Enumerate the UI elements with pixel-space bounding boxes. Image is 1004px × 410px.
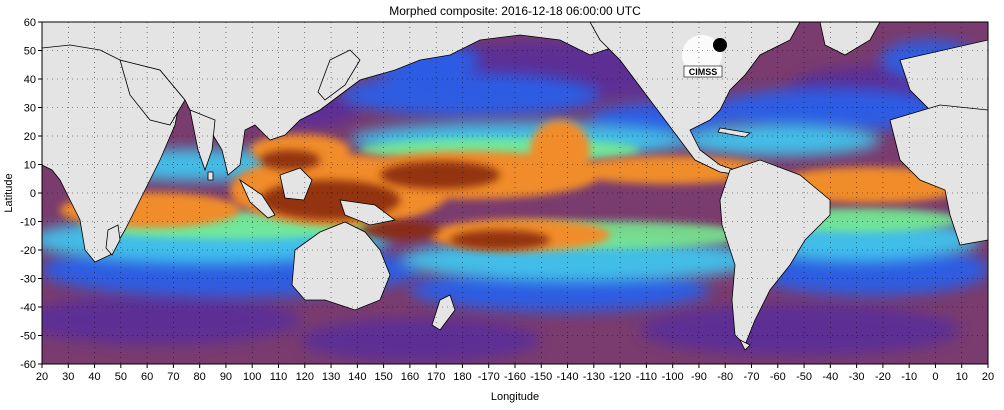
map-title: Morphed composite: 2016-12-18 06:00:00 U… <box>389 4 641 18</box>
x-axis-ticks: 20 30 40 50 60 70 80 90 100 110 120 130 140 150 160 170… <box>36 364 994 383</box>
y-tick-label: 20 <box>24 131 36 143</box>
x-tick-label: 60 <box>141 371 153 383</box>
x-tick-label: 100 <box>243 371 261 383</box>
x-tick-label: -50 <box>796 371 812 383</box>
x-tick-label: -80 <box>717 371 733 383</box>
x-tick-label: 160 <box>401 371 419 383</box>
y-tick-label: 0 <box>30 188 36 200</box>
y-tick-label: 40 <box>24 74 36 86</box>
x-tick-label: 20 <box>36 371 48 383</box>
logo-text: CIMSS <box>689 67 718 77</box>
x-tick-label: 30 <box>62 371 74 383</box>
x-tick-label: -100 <box>662 371 684 383</box>
south-georgia <box>739 339 751 351</box>
x-tick-label: -130 <box>583 371 605 383</box>
x-tick-label: 70 <box>167 371 179 383</box>
borneo <box>279 167 313 201</box>
new-zealand <box>431 294 456 331</box>
x-axis-label: Longitude <box>491 391 539 403</box>
south-america <box>719 159 831 346</box>
x-tick-label: -40 <box>822 371 838 383</box>
x-tick-label: -10 <box>901 371 917 383</box>
y-tick-label: -50 <box>20 331 36 343</box>
x-tick-label: 40 <box>88 371 100 383</box>
y-axis-label: Latitude <box>3 173 15 212</box>
eurasia <box>42 22 631 176</box>
x-tick-label: 130 <box>322 371 340 383</box>
land-masses <box>42 22 988 351</box>
west-africa <box>889 104 988 246</box>
greenland <box>819 22 881 56</box>
y-tick-label: 30 <box>24 103 36 115</box>
x-tick-label: -60 <box>770 371 786 383</box>
x-tick-label: 10 <box>956 371 968 383</box>
y-axis-ticks: 60 50 40 30 20 10 0 -10 -20 -30 -40 -50 -60 <box>20 17 42 371</box>
cimss-logo: CIMSS <box>682 35 727 78</box>
x-tick-label: -160 <box>504 371 526 383</box>
y-tick-label: 50 <box>24 46 36 58</box>
cuba <box>717 127 751 138</box>
x-tick-label: 20 <box>982 371 994 383</box>
new-guinea <box>339 199 396 226</box>
x-tick-label: -90 <box>691 371 707 383</box>
x-tick-label: 140 <box>348 371 366 383</box>
y-tick-label: -30 <box>20 274 36 286</box>
x-tick-label: -120 <box>609 371 631 383</box>
india <box>189 109 216 172</box>
x-tick-label: 80 <box>194 371 206 383</box>
moisture-field: CIMSS <box>42 22 988 364</box>
x-tick-label: -70 <box>744 371 760 383</box>
x-tick-label: 120 <box>296 371 314 383</box>
y-tick-label: -10 <box>20 217 36 229</box>
x-tick-label: 50 <box>115 371 127 383</box>
madagascar <box>105 224 121 256</box>
y-tick-label: -60 <box>20 359 36 371</box>
x-tick-label: 180 <box>453 371 471 383</box>
x-tick-label: 0 <box>932 371 938 383</box>
australia <box>291 221 391 311</box>
north-america <box>589 22 801 176</box>
y-tick-label: 60 <box>24 17 36 29</box>
x-tick-label: -110 <box>636 371 657 383</box>
x-tick-label: -150 <box>530 371 552 383</box>
y-tick-label: 10 <box>24 160 36 172</box>
sumatra <box>239 178 276 219</box>
sri-lanka <box>207 171 214 181</box>
y-tick-label: -20 <box>20 245 36 257</box>
x-tick-label: -170 <box>478 371 500 383</box>
japan <box>317 49 361 101</box>
y-tick-label: -40 <box>20 302 36 314</box>
x-tick-label: 150 <box>374 371 392 383</box>
x-tick-label: -20 <box>875 371 891 383</box>
graticule <box>42 22 988 364</box>
x-tick-label: 170 <box>427 371 445 383</box>
x-tick-label: -30 <box>849 371 865 383</box>
x-tick-label: -140 <box>557 371 579 383</box>
x-tick-label: 110 <box>270 371 288 383</box>
x-tick-label: 90 <box>220 371 232 383</box>
